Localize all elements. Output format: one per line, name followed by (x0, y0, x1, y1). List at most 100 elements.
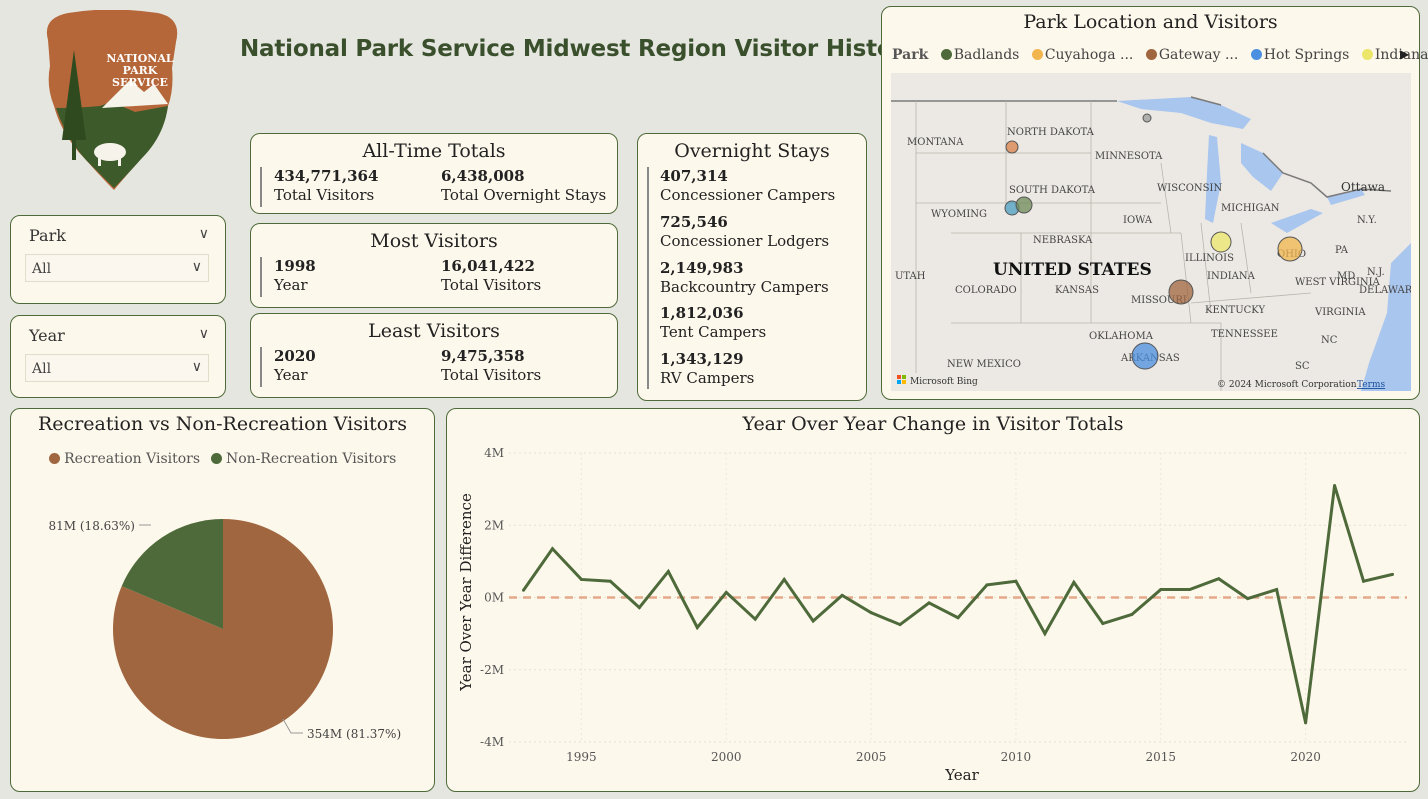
pie-legend-non-recreation[interactable]: Non-Recreation Visitors (205, 451, 396, 467)
park-bubble-badlands[interactable] (1015, 196, 1033, 214)
pie-leader-line (282, 718, 303, 734)
data-point[interactable] (1362, 579, 1366, 583)
lake-huron (1241, 143, 1283, 191)
legend-dot-icon (940, 49, 952, 60)
data-point[interactable] (521, 588, 525, 592)
park-bubble-cuyahoga[interactable] (1277, 236, 1303, 262)
legend-item-badlands[interactable]: Badlands (933, 47, 1019, 63)
park-slicer[interactable]: Park ∨ All ∨ (10, 215, 226, 304)
legend-next-arrow-icon[interactable]: ▶ (1400, 47, 1410, 61)
pie-legend-recreation[interactable]: Recreation Visitors (48, 451, 200, 467)
map-attribution: © 2024 Microsoft Corporation (1217, 380, 1357, 390)
data-point[interactable] (1246, 597, 1250, 601)
map-label-michigan: MICHIGAN (1221, 203, 1280, 214)
kpi-divider (260, 257, 262, 297)
data-point[interactable] (666, 569, 670, 573)
legend-item-gateway[interactable]: Gateway ... (1138, 47, 1238, 63)
all-time-title: All-Time Totals (362, 140, 506, 162)
data-point[interactable] (753, 617, 757, 621)
legend-dot-icon (210, 453, 222, 464)
year-dropdown[interactable]: All ∨ (25, 354, 209, 382)
data-point[interactable] (1014, 579, 1018, 583)
data-point[interactable] (1333, 484, 1337, 488)
data-point[interactable] (608, 579, 612, 583)
data-point[interactable] (1101, 622, 1105, 626)
legend-item-indiana[interactable]: Indiana D... (1354, 47, 1428, 63)
pie-chart[interactable]: 81M (18.63%) 354M (81.37%) (11, 489, 435, 789)
data-point[interactable] (811, 619, 815, 623)
map-label-kansas: KANSAS (1055, 285, 1099, 296)
chevron-up-icon[interactable]: ∨ (198, 326, 209, 342)
x-tick-label: 2010 (1001, 750, 1032, 764)
year-slicer[interactable]: Year ∨ All ∨ (10, 315, 226, 398)
line-chart[interactable]: 4M 2M 0M -2M -4M 1995 2000 2005 2010 2015 2020 Yea… (447, 409, 1419, 791)
data-point[interactable] (724, 590, 728, 594)
pie-legend: Recreation Visitors Non-Recreation Visit… (11, 451, 434, 467)
least-year-value: 2020 (274, 347, 316, 365)
pie-slice-recreation[interactable] (113, 519, 334, 739)
data-point[interactable] (637, 606, 641, 610)
data-point[interactable] (869, 611, 873, 615)
legend-item-cuyahoga[interactable]: Cuyahoga ... (1024, 47, 1133, 63)
data-point[interactable] (1275, 588, 1279, 592)
park-dropdown[interactable]: All ∨ (25, 254, 209, 282)
lake-ontario (1327, 189, 1365, 205)
data-point[interactable] (1072, 580, 1076, 584)
bing-logo: Microsoft Bing (910, 377, 978, 387)
data-point[interactable] (782, 577, 786, 581)
map-label-new-mexico: NEW MEXICO (947, 359, 1021, 370)
page-title: National Park Service Midwest Region Vis… (240, 36, 919, 62)
concessioner-lodgers-label: Concessioner Lodgers (660, 232, 830, 250)
chevron-down-icon: ∨ (191, 359, 202, 375)
map-label-nc: NC (1321, 335, 1338, 346)
park-slicer-label: Park (29, 226, 66, 245)
data-point[interactable] (840, 593, 844, 597)
data-point[interactable] (1130, 612, 1134, 616)
data-point[interactable] (956, 616, 960, 620)
data-point[interactable] (1391, 572, 1395, 576)
lake-erie (1271, 209, 1323, 233)
chevron-up-icon[interactable]: ∨ (198, 226, 209, 242)
x-tick-label: 2015 (1146, 750, 1177, 764)
map-card: Park Location and Visitors Park Badlands… (881, 6, 1428, 400)
least-visitors-label: Total Visitors (441, 366, 542, 384)
most-year-label: Year (274, 276, 308, 294)
map-label-montana: MONTANA (907, 137, 964, 148)
total-overnight-label: Total Overnight Stays (441, 186, 607, 204)
park-bubble-indiana-dunes[interactable] (1210, 231, 1232, 253)
data-point[interactable] (1304, 721, 1308, 725)
x-tick-label: 1995 (566, 750, 597, 764)
park-dropdown-value: All (32, 261, 52, 277)
map-label-tennessee: TENNESSEE (1211, 329, 1278, 340)
data-point[interactable] (985, 583, 989, 587)
x-axis-label: Year (944, 766, 979, 784)
map-label-country: UNITED STATES (993, 260, 1152, 280)
data-point[interactable] (1159, 588, 1163, 592)
park-bubble-gateway[interactable] (1168, 279, 1194, 305)
logo-text-3: SERVICE (112, 76, 168, 89)
map-label-minnesota: MINNESOTA (1095, 151, 1163, 162)
map-label-north-dakota: NORTH DAKOTA (1007, 127, 1095, 138)
map-label-south-dakota: SOUTH DAKOTA (1009, 185, 1096, 196)
data-point[interactable] (579, 577, 583, 581)
park-bubble-voyageurs[interactable] (1142, 113, 1152, 123)
data-point[interactable] (695, 625, 699, 629)
map-label-delaware: DELAWARE (1359, 285, 1411, 296)
park-bubble-dakota[interactable] (1005, 140, 1019, 154)
map-canvas[interactable]: MONTANA NORTH DAKOTA MINNESOTA SOUTH DAK… (891, 73, 1411, 391)
legend-item-hot-springs[interactable]: Hot Springs (1243, 47, 1349, 63)
data-point[interactable] (550, 547, 554, 551)
data-point[interactable] (898, 623, 902, 627)
pie-slice-non-recreation[interactable] (121, 519, 223, 629)
y-tick-label: 2M (484, 518, 504, 532)
park-bubble-hot-springs[interactable] (1131, 342, 1159, 370)
data-point[interactable] (1217, 577, 1221, 581)
tent-campers-value: 1,812,036 (660, 304, 744, 322)
visitor-change-series[interactable] (522, 485, 1393, 724)
map-label-kentucky: KENTUCKY (1205, 305, 1265, 316)
data-point[interactable] (1188, 588, 1192, 592)
least-visitors-title: Least Visitors (368, 320, 500, 342)
data-point[interactable] (1043, 632, 1047, 636)
map-terms-link[interactable]: Terms (1357, 380, 1385, 390)
data-point[interactable] (927, 601, 931, 605)
